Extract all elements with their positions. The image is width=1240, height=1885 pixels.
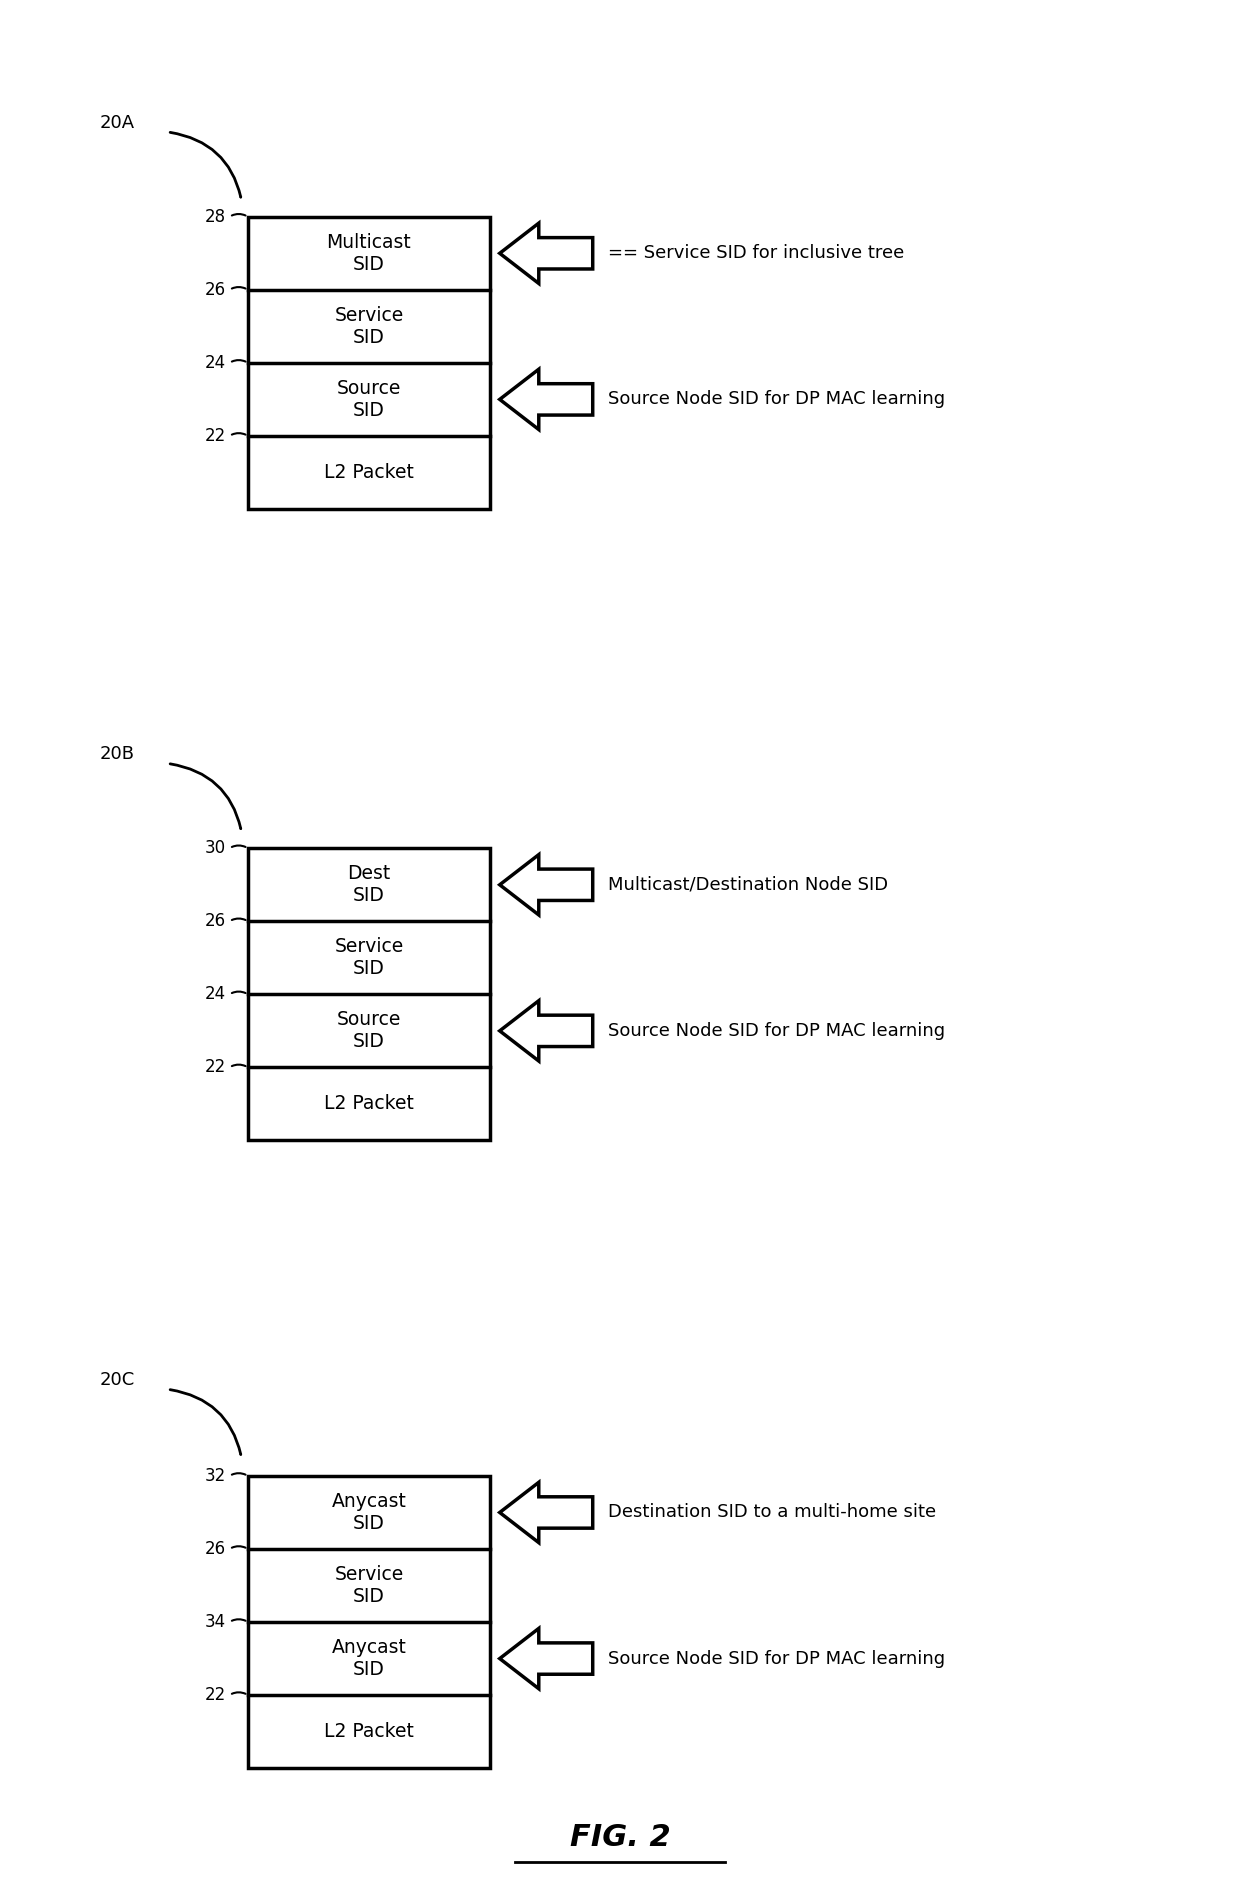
Polygon shape <box>500 369 593 430</box>
Polygon shape <box>500 222 593 283</box>
Text: 34: 34 <box>205 1614 226 1631</box>
Text: Service
SID: Service SID <box>335 1565 403 1606</box>
Polygon shape <box>500 854 593 914</box>
Text: 26: 26 <box>205 1540 226 1559</box>
Polygon shape <box>500 1001 593 1061</box>
Text: 22: 22 <box>205 1685 226 1704</box>
Text: 24: 24 <box>205 986 226 1003</box>
Text: 26: 26 <box>205 912 226 931</box>
Text: 26: 26 <box>205 281 226 300</box>
Text: Source
SID: Source SID <box>337 379 401 420</box>
FancyArrowPatch shape <box>170 1389 241 1455</box>
Bar <box>248 217 490 509</box>
Polygon shape <box>500 1629 593 1689</box>
Text: 28: 28 <box>205 207 226 226</box>
Text: Source Node SID for DP MAC learning: Source Node SID for DP MAC learning <box>608 1022 945 1041</box>
Text: 22: 22 <box>205 1057 226 1076</box>
Text: 30: 30 <box>205 839 226 858</box>
Text: 22: 22 <box>205 426 226 445</box>
Text: L2 Packet: L2 Packet <box>324 1723 414 1742</box>
Text: L2 Packet: L2 Packet <box>324 1095 414 1114</box>
Text: 20B: 20B <box>99 745 134 763</box>
Text: 32: 32 <box>205 1467 226 1485</box>
Text: Source Node SID for DP MAC learning: Source Node SID for DP MAC learning <box>608 390 945 409</box>
Bar <box>248 848 490 1140</box>
FancyArrowPatch shape <box>170 763 241 829</box>
Text: 24: 24 <box>205 354 226 371</box>
Text: Source Node SID for DP MAC learning: Source Node SID for DP MAC learning <box>608 1649 945 1668</box>
Text: Anycast
SID: Anycast SID <box>331 1638 407 1680</box>
Text: Anycast
SID: Anycast SID <box>331 1491 407 1533</box>
Text: L2 Packet: L2 Packet <box>324 464 414 483</box>
Text: Destination SID to a multi-home site: Destination SID to a multi-home site <box>608 1504 936 1521</box>
Polygon shape <box>500 1482 593 1542</box>
Text: Multicast/Destination Node SID: Multicast/Destination Node SID <box>608 877 888 893</box>
Text: Multicast
SID: Multicast SID <box>326 232 412 273</box>
Text: Source
SID: Source SID <box>337 1010 401 1052</box>
Text: == Service SID for inclusive tree: == Service SID for inclusive tree <box>608 245 904 262</box>
Text: 20A: 20A <box>99 113 134 132</box>
FancyArrowPatch shape <box>170 132 241 198</box>
Text: 20C: 20C <box>99 1370 134 1389</box>
Text: FIG. 2: FIG. 2 <box>569 1823 671 1853</box>
Text: Service
SID: Service SID <box>335 305 403 347</box>
Text: Service
SID: Service SID <box>335 937 403 978</box>
Text: Dest
SID: Dest SID <box>347 863 391 905</box>
Bar <box>248 1476 490 1768</box>
